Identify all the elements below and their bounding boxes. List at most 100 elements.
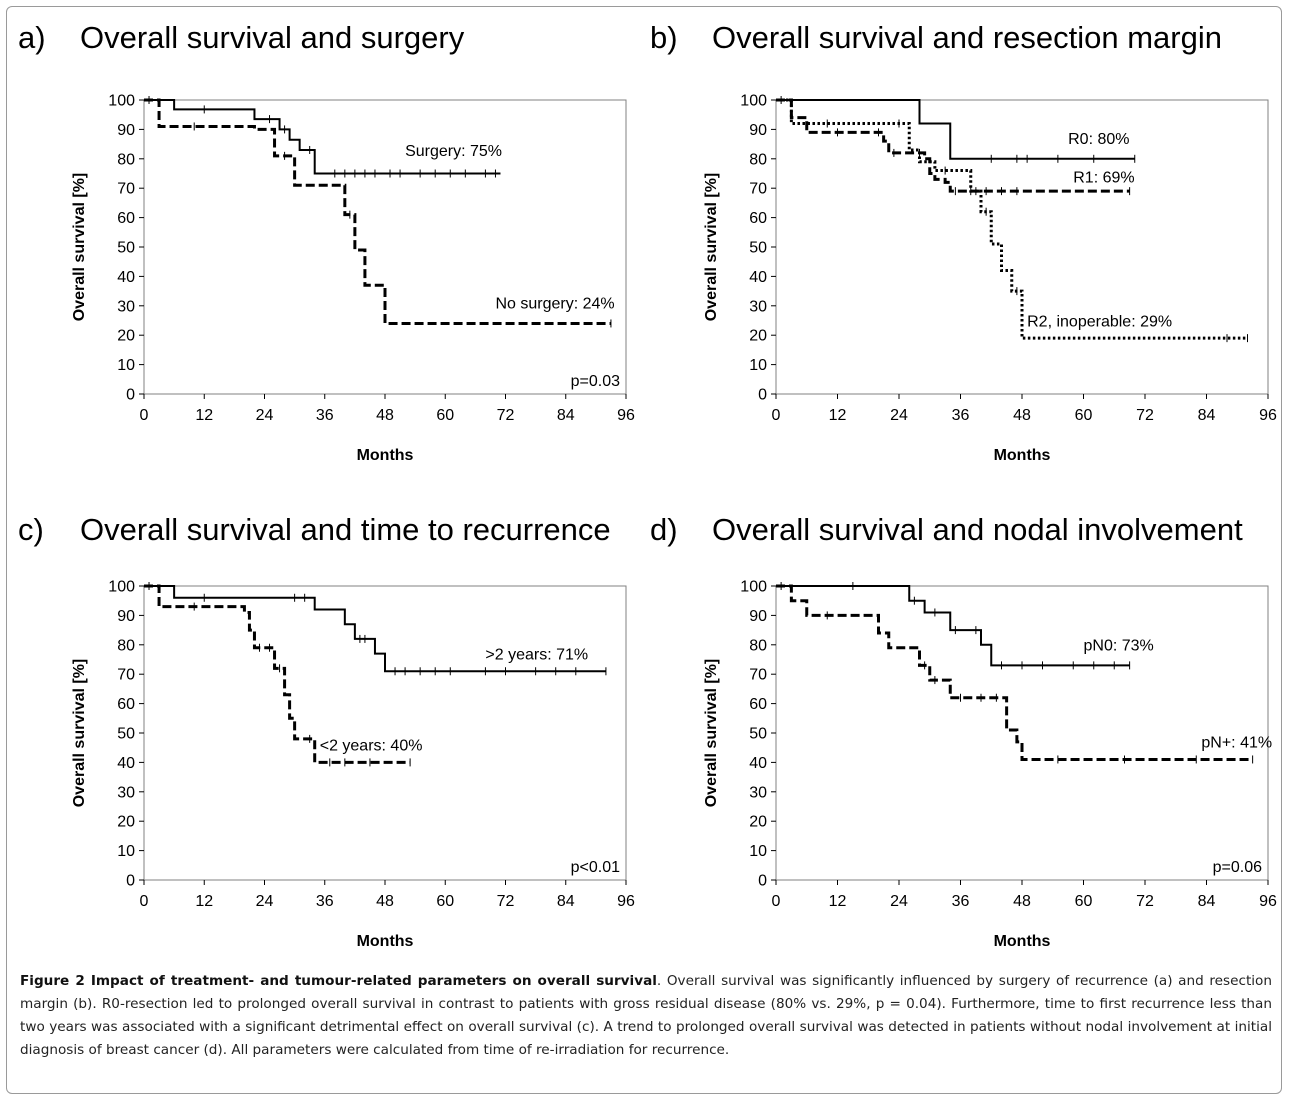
- y-tick-label: 20: [749, 814, 767, 831]
- y-tick-label: 100: [108, 93, 135, 110]
- y-tick-label: 100: [108, 579, 135, 596]
- x-tick-label: 96: [1259, 893, 1277, 910]
- y-tick-label: 80: [117, 151, 135, 168]
- plot-area: [143, 585, 627, 881]
- series-label: R0: 80%: [1068, 131, 1129, 148]
- y-tick-label: 20: [117, 814, 135, 831]
- panel-letter: b): [650, 20, 678, 55]
- y-tick-label: 0: [758, 873, 767, 890]
- p-value: p<0.01: [571, 859, 620, 876]
- y-tick-label: 50: [749, 240, 767, 257]
- y-tick-label: 70: [117, 181, 135, 198]
- plot-area: [143, 99, 627, 395]
- y-axis-label: Overall survival [%]: [703, 173, 720, 322]
- series-label: No surgery: 24%: [495, 296, 614, 313]
- series-dashed: No surgery: 24%: [144, 96, 615, 328]
- series-label: R2, inoperable: 29%: [1027, 313, 1172, 330]
- y-tick-label: 60: [749, 696, 767, 713]
- y-axis-label: Overall survival [%]: [71, 659, 88, 808]
- panel-title: Overall survival and nodal involvement: [712, 512, 1243, 547]
- y-tick-label: 40: [749, 269, 767, 286]
- x-tick-label: 48: [1013, 407, 1031, 424]
- y-tick-label: 70: [749, 181, 767, 198]
- panel-title: Overall survival and time to recurrence: [80, 512, 611, 547]
- figure-frame: [6, 6, 1282, 1094]
- y-tick-label: 30: [749, 298, 767, 315]
- y-tick-label: 30: [117, 784, 135, 801]
- series-dashed: R1: 69%: [776, 98, 1135, 196]
- x-tick-label: 24: [256, 893, 274, 910]
- x-tick-label: 60: [436, 893, 454, 910]
- x-tick-label: 12: [829, 407, 847, 424]
- y-tick-label: 50: [117, 240, 135, 257]
- survival-curve: [776, 99, 1135, 160]
- x-tick-label: 72: [497, 407, 515, 424]
- x-tick-label: 0: [772, 893, 781, 910]
- x-tick-label: 36: [952, 407, 970, 424]
- survival-curve: [776, 98, 1130, 193]
- x-tick-label: 48: [376, 407, 394, 424]
- y-tick-label: 20: [749, 328, 767, 345]
- x-axis-label: Months: [357, 447, 414, 464]
- x-tick-label: 24: [890, 893, 908, 910]
- x-tick-label: 0: [140, 893, 149, 910]
- y-tick-label: 90: [749, 608, 767, 625]
- series-solid: Surgery: 75%: [144, 99, 502, 178]
- y-tick-label: 30: [749, 784, 767, 801]
- y-tick-label: 90: [117, 608, 135, 625]
- y-tick-label: 70: [117, 667, 135, 684]
- survival-curve: [144, 99, 501, 175]
- series-solid: pN0: 73%: [776, 582, 1154, 670]
- survival-curve: [144, 585, 606, 673]
- x-tick-label: 24: [890, 407, 908, 424]
- y-tick-label: 60: [749, 210, 767, 227]
- y-tick-label: 80: [749, 151, 767, 168]
- y-tick-label: 10: [749, 843, 767, 860]
- y-tick-label: 40: [117, 269, 135, 286]
- panel-c: c) Overall survival and time to recurrenc…: [18, 512, 635, 950]
- y-tick-label: 50: [749, 726, 767, 743]
- x-tick-label: 36: [952, 893, 970, 910]
- p-value: p=0.03: [571, 373, 620, 390]
- p-value: p=0.06: [1213, 859, 1262, 876]
- y-tick-label: 0: [758, 387, 767, 404]
- x-tick-label: 84: [557, 893, 575, 910]
- y-tick-label: 40: [117, 755, 135, 772]
- x-tick-label: 48: [1013, 893, 1031, 910]
- x-tick-label: 48: [376, 893, 394, 910]
- series-label: pN0: 73%: [1084, 638, 1154, 655]
- panel-title: Overall survival and resection margin: [712, 20, 1222, 55]
- y-tick-label: 30: [117, 298, 135, 315]
- x-tick-label: 12: [195, 893, 213, 910]
- y-tick-label: 80: [749, 637, 767, 654]
- y-tick-label: 70: [749, 667, 767, 684]
- y-tick-label: 90: [117, 122, 135, 139]
- figure-caption: Figure 2 Impact of treatment- and tumour…: [20, 970, 1272, 1062]
- x-tick-label: 60: [1075, 407, 1093, 424]
- x-tick-label: 96: [1259, 407, 1277, 424]
- y-tick-label: 0: [126, 387, 135, 404]
- y-tick-label: 10: [749, 357, 767, 374]
- x-tick-label: 36: [316, 893, 334, 910]
- y-tick-label: 60: [117, 210, 135, 227]
- x-tick-label: 0: [772, 407, 781, 424]
- series-dashed: <2 years: 40%: [144, 582, 422, 767]
- y-tick-label: 50: [117, 726, 135, 743]
- series-label: pN+: 41%: [1201, 735, 1272, 752]
- y-tick-label: 100: [740, 93, 767, 110]
- survival-curve: [144, 584, 411, 764]
- panel-b: b) Overall survival and resection margin 0…: [650, 20, 1277, 464]
- y-tick-label: 60: [117, 696, 135, 713]
- survival-curve: [144, 98, 611, 325]
- survival-figure: a) Overall survival and surgery 0 10 20 30 40 5…: [18, 20, 1277, 950]
- panel-letter: a): [18, 20, 46, 55]
- survival-curve: [776, 98, 1248, 340]
- x-tick-label: 12: [195, 407, 213, 424]
- x-tick-label: 72: [1136, 893, 1154, 910]
- plot-area: [775, 99, 1269, 395]
- x-tick-label: 72: [1136, 407, 1154, 424]
- series-label: Surgery: 75%: [405, 143, 502, 160]
- x-tick-label: 84: [1198, 893, 1216, 910]
- x-tick-label: 36: [316, 407, 334, 424]
- x-tick-label: 84: [557, 407, 575, 424]
